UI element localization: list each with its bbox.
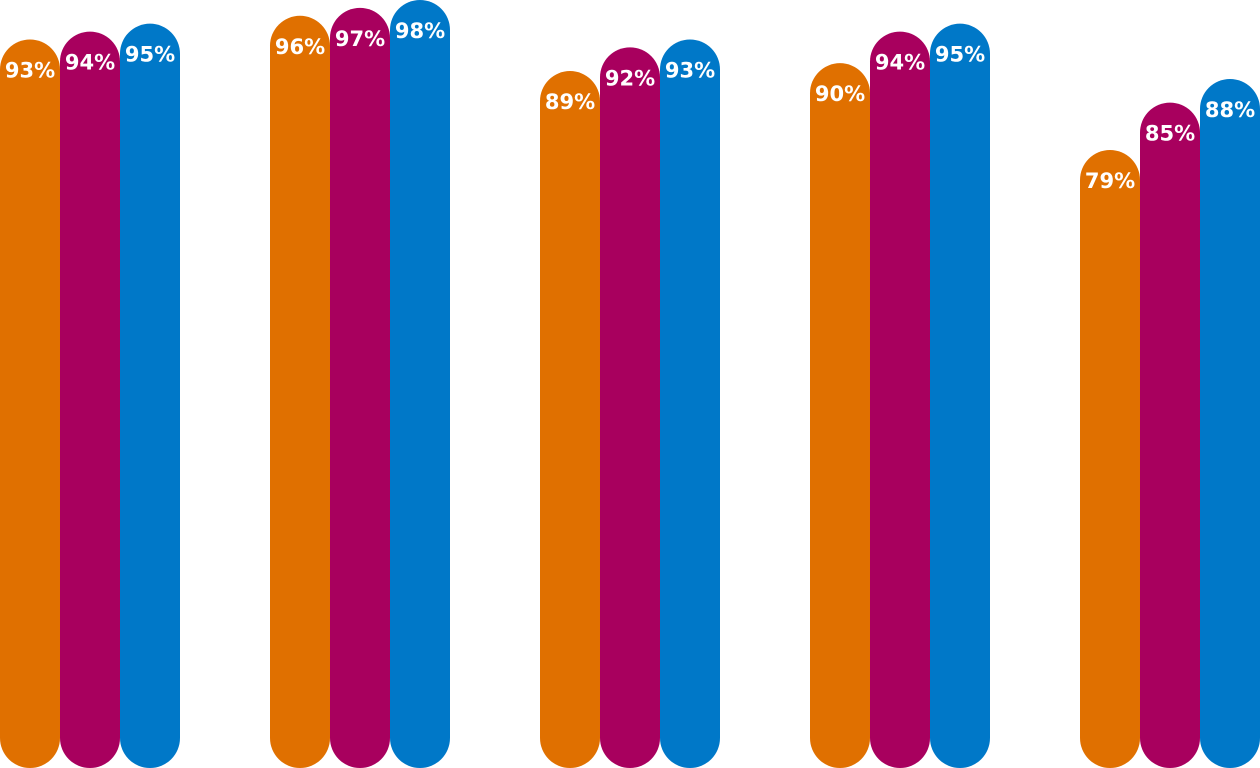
bar-g5-s3 [1200, 78, 1260, 768]
data-label-g5-s2: 85% [1145, 122, 1195, 146]
data-label-g3-s3: 93% [665, 58, 715, 82]
bar-g5-s1 [1080, 150, 1140, 768]
data-label-g1-s3: 95% [125, 43, 175, 67]
bar-g3-s1 [540, 71, 600, 768]
bar-g4-s2 [870, 31, 930, 768]
bar-g4-s3 [930, 23, 990, 768]
data-label-g4-s2: 94% [875, 51, 925, 75]
data-label-g3-s1: 89% [545, 90, 595, 114]
bar-g2-s2 [330, 7, 390, 768]
data-label-g2-s3: 98% [395, 19, 445, 43]
data-label-g4-s1: 90% [815, 82, 865, 106]
bar-g4-s1 [810, 63, 870, 768]
bar-g3-s3 [660, 39, 720, 768]
data-label-g4-s3: 95% [935, 43, 985, 67]
labels-group: 93% 94% 95% 96% 97% 98% 89% 92% 93% 90% 94% 95% 79% 8… [5, 19, 1255, 193]
bar-g3-s2 [600, 47, 660, 768]
data-label-g2-s1: 96% [275, 35, 325, 59]
bar-g2-s3 [390, 0, 450, 768]
bar-g2-s1 [270, 15, 330, 768]
data-label-g5-s1: 79% [1085, 169, 1135, 193]
bar-g1-s3 [120, 23, 180, 768]
data-label-g3-s2: 92% [605, 66, 655, 90]
bar-g5-s2 [1140, 102, 1200, 768]
data-label-g1-s2: 94% [65, 51, 115, 75]
bar-g1-s1 [0, 39, 60, 768]
data-label-g2-s2: 97% [335, 27, 385, 51]
data-label-g1-s1: 93% [5, 58, 55, 82]
bar-g1-s2 [60, 31, 120, 768]
data-label-g5-s3: 88% [1205, 98, 1255, 122]
